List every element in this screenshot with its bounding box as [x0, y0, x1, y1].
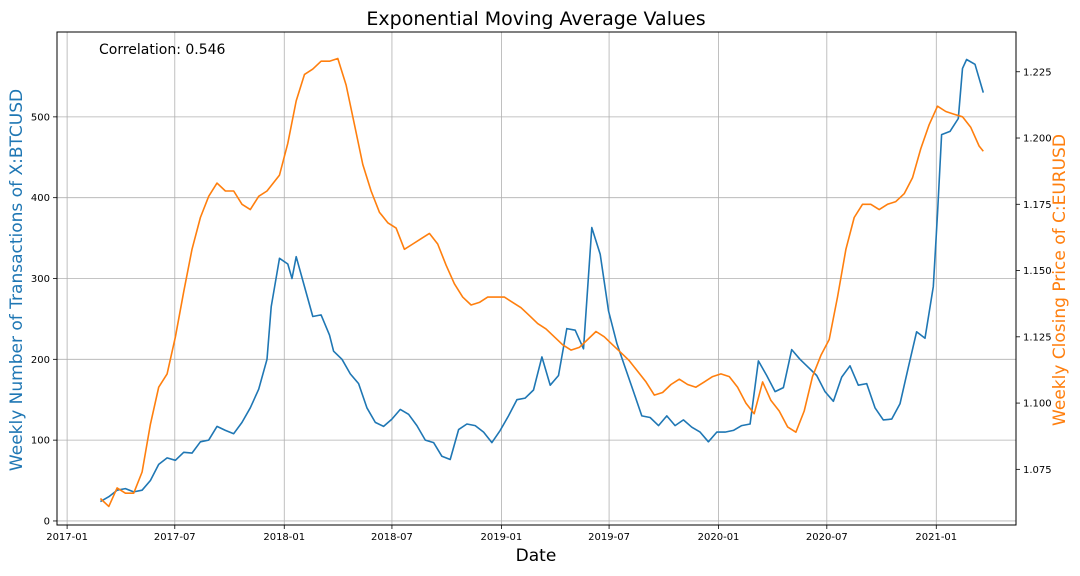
- y-left-tick-label: 100: [31, 436, 50, 447]
- x-tick-label: 2019-07: [588, 532, 630, 543]
- y-left-tick-label: 400: [31, 193, 50, 204]
- ticks: 2017-01 2017-07 2018-01 2018-07 2019-01 2019-…: [31, 67, 1052, 543]
- x-tick-label: 2018-07: [371, 532, 413, 543]
- x-tick-label: 2018-01: [263, 532, 305, 543]
- series-line-x-btcusd: [99, 58, 985, 503]
- x-tick-label: 2017-07: [154, 532, 196, 543]
- chart-title: Exponential Moving Average Values: [366, 8, 705, 30]
- y-right-tick-label: 1.200: [1023, 134, 1052, 145]
- y-right-tick-label: 1.125: [1023, 332, 1052, 343]
- y-left-tick-label: 500: [31, 112, 50, 123]
- series-lines: [99, 57, 985, 508]
- y-right-tick-label: 1.225: [1023, 67, 1052, 78]
- x-tick-label: 2021-01: [915, 532, 957, 543]
- x-tick-label: 2019-01: [481, 532, 523, 543]
- y-right-tick-label: 1.175: [1023, 200, 1052, 211]
- grid: [57, 32, 1016, 525]
- y-axis-label-left: Weekly Number of Transactions of X:BTCUS…: [7, 89, 27, 471]
- y-axis-label-right: Weekly Closing Price of C:EURUSD: [1050, 134, 1070, 426]
- y-right-tick-label: 1.075: [1023, 465, 1052, 476]
- series-line-c-eurusd: [99, 57, 984, 508]
- x-axis-label: Date: [516, 546, 557, 566]
- x-tick-label: 2017-01: [46, 532, 88, 543]
- x-tick-label: 2020-07: [806, 532, 848, 543]
- x-tick-label: 2020-01: [698, 532, 740, 543]
- y-left-tick-label: 0: [44, 516, 50, 527]
- y-right-tick-label: 1.150: [1023, 266, 1052, 277]
- y-right-tick-label: 1.100: [1023, 399, 1052, 410]
- y-left-tick-label: 300: [31, 274, 50, 285]
- correlation-annotation: Correlation: 0.546: [99, 42, 226, 58]
- y-left-tick-label: 200: [31, 355, 50, 366]
